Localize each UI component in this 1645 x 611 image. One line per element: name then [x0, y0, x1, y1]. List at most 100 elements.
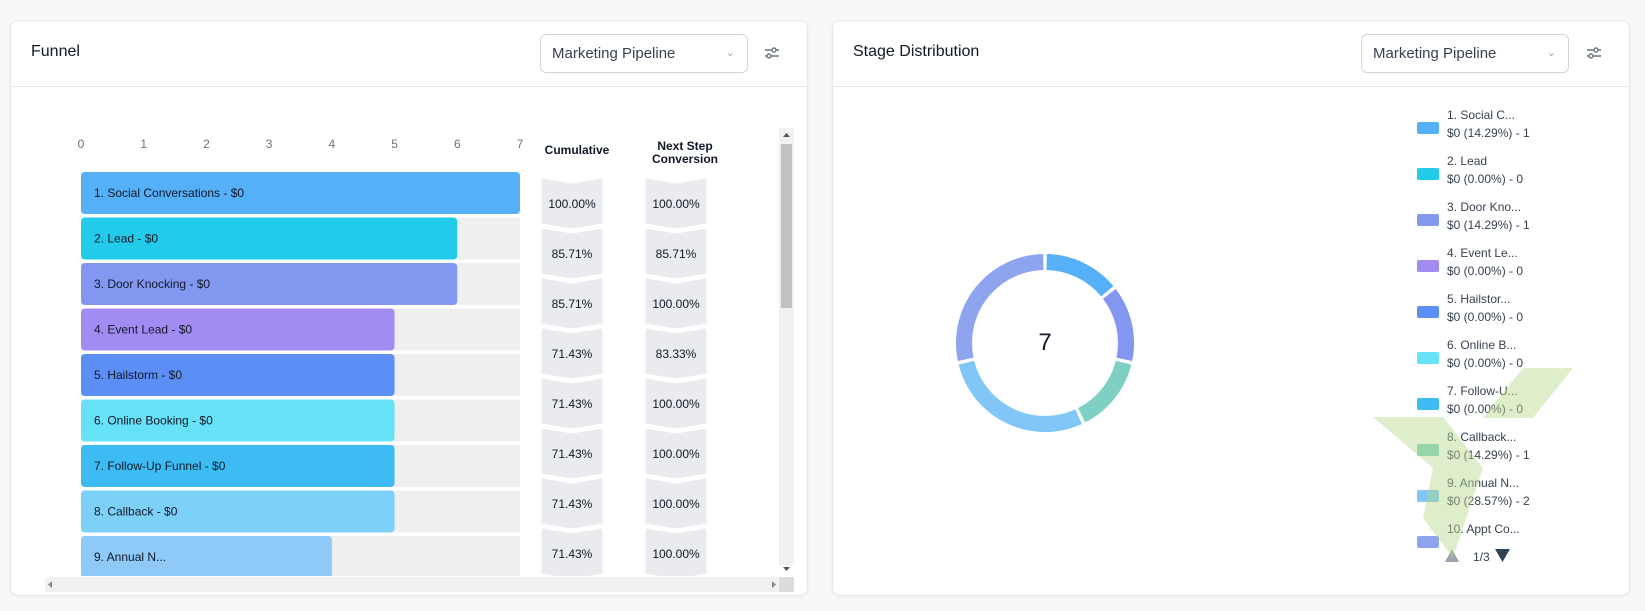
donut-center-total: 7 — [1038, 329, 1051, 356]
legend-next-page-icon[interactable] — [1495, 549, 1510, 562]
legend-prev-page-icon[interactable] — [1445, 549, 1459, 562]
legend-value: $0 (14.29%) - 1 — [1447, 126, 1530, 140]
legend-label[interactable]: 1. Social C... — [1447, 108, 1515, 122]
next-step-cell-shape — [644, 277, 708, 330]
legend-label[interactable]: 5. Hailstor... — [1447, 292, 1510, 306]
scroll-left-arrow-icon[interactable] — [48, 581, 52, 588]
x-tick-label: 5 — [391, 137, 398, 151]
x-tick-label: 0 — [78, 137, 85, 151]
scroll-down-arrow-icon[interactable] — [783, 567, 790, 571]
cumulative-cell: 71.43% — [552, 497, 593, 511]
x-tick-label: 6 — [454, 137, 461, 151]
chevron-down-icon: ⌄ — [1546, 47, 1556, 59]
legend-label[interactable]: 4. Event Le... — [1447, 246, 1518, 260]
funnel-bar-label: 6. Online Booking - $0 — [94, 414, 213, 428]
funnel-bar[interactable] — [81, 263, 458, 305]
donut-slice[interactable] — [956, 254, 1044, 361]
legend-value: $0 (0.00%) - 0 — [1447, 356, 1523, 370]
funnel-chart-area: 0 1 2 3 4 5 6 7 1. Social Conversations - $0 2. … — [35, 108, 795, 595]
funnel-bar-label: 2. Lead - $0 — [94, 232, 158, 246]
x-tick-label: 3 — [266, 137, 273, 151]
chevron-down-icon: ⌄ — [725, 47, 735, 59]
funnel-bar-label: 9. Annual N... — [94, 550, 166, 564]
sliders-icon[interactable] — [1584, 43, 1604, 63]
funnel-header: Funnel Marketing Pipeline ⌄ — [11, 21, 807, 87]
next-step-cell-shape — [644, 377, 708, 430]
donut-slice[interactable] — [1046, 254, 1114, 297]
legend-swatch — [1417, 168, 1439, 180]
next-step-cell: 100.00% — [652, 547, 700, 561]
cumulative-cell-shape — [540, 527, 604, 576]
next-step-cell: 83.33% — [656, 347, 697, 361]
sliders-icon[interactable] — [762, 43, 782, 63]
funnel-bar[interactable] — [81, 536, 332, 578]
legend-swatch — [1417, 444, 1439, 456]
next-step-cell-shape — [644, 227, 708, 280]
stage-pipeline-select[interactable]: Marketing Pipeline ⌄ — [1361, 34, 1569, 73]
funnel-bar[interactable] — [81, 490, 395, 533]
legend-label[interactable]: 8. Callback... — [1447, 430, 1516, 444]
cumulative-cell: 71.43% — [552, 447, 593, 461]
funnel-bar[interactable] — [81, 172, 520, 214]
stage-pipeline-select-value: Marketing Pipeline — [1373, 45, 1497, 62]
funnel-pipeline-select[interactable]: Marketing Pipeline ⌄ — [540, 34, 748, 73]
cumulative-cell-shape — [540, 427, 604, 480]
next-step-cell-shape — [644, 427, 708, 480]
legend-swatch — [1417, 352, 1439, 364]
legend-swatch — [1417, 260, 1439, 272]
funnel-bar[interactable] — [81, 399, 395, 442]
funnel-bar-label: 5. Hailstorm - $0 — [94, 368, 182, 382]
next-step-cell: 85.71% — [656, 247, 697, 261]
donut-slice[interactable] — [1078, 360, 1132, 423]
legend-swatch — [1417, 122, 1439, 134]
next-step-header-line1: Next Step — [657, 139, 712, 153]
x-tick-label: 2 — [203, 137, 210, 151]
next-step-cell: 100.00% — [652, 297, 700, 311]
cumulative-cell-shape — [540, 277, 604, 330]
stage-chart-area: 7 1. Social C... $0 (14.29%) - 1 2. Lead $0… — [833, 88, 1629, 595]
funnel-chart: 0 1 2 3 4 5 6 7 1. Social Conversations - $0 2. … — [45, 128, 794, 592]
funnel-bar-label: 8. Callback - $0 — [94, 505, 178, 519]
donut-slice[interactable] — [1103, 288, 1134, 361]
x-tick-label: 4 — [329, 137, 336, 151]
legend-page-indicator: 1/3 — [1473, 550, 1490, 564]
legend-label[interactable]: 9. Annual N... — [1447, 476, 1519, 490]
stage-header: Stage Distribution Marketing Pipeline ⌄ — [833, 21, 1629, 87]
next-step-cell: 100.00% — [652, 197, 700, 211]
next-step-cell: 100.00% — [652, 447, 700, 461]
horizontal-scrollbar-track[interactable] — [45, 577, 779, 592]
cumulative-cell: 85.71% — [552, 247, 593, 261]
funnel-bar[interactable] — [81, 308, 395, 351]
legend-label[interactable]: 6. Online B... — [1447, 338, 1516, 352]
next-step-cell-shape — [644, 327, 708, 380]
legend-label[interactable]: 10. Appt Co... — [1447, 522, 1520, 536]
cumulative-cell: 85.71% — [552, 297, 593, 311]
legend-value: $0 (14.29%) - 1 — [1447, 448, 1530, 462]
funnel-bar[interactable] — [81, 354, 395, 396]
legend-label[interactable]: 7. Follow-U... — [1447, 384, 1518, 398]
funnel-bar[interactable] — [81, 217, 458, 260]
next-step-cell-shape — [644, 527, 708, 576]
scroll-right-arrow-icon[interactable] — [772, 581, 776, 588]
cumulative-cell: 71.43% — [552, 397, 593, 411]
legend-label[interactable]: 2. Lead — [1447, 154, 1487, 168]
legend-swatch — [1417, 306, 1439, 318]
next-step-cell: 100.00% — [652, 397, 700, 411]
cumulative-cell-shape — [540, 177, 604, 230]
cumulative-header: Cumulative — [545, 143, 610, 157]
legend-swatch — [1417, 398, 1439, 410]
cumulative-cell-shape — [540, 327, 604, 380]
vertical-scrollbar-thumb[interactable] — [781, 144, 792, 308]
x-tick-label: 7 — [517, 137, 524, 151]
funnel-bar[interactable] — [81, 445, 395, 487]
cumulative-cell: 100.00% — [548, 197, 596, 211]
legend-label[interactable]: 3. Door Kno... — [1447, 200, 1521, 214]
stage-distribution-card: Stage Distribution Marketing Pipeline ⌄ … — [832, 20, 1630, 596]
cumulative-cell-shape — [540, 477, 604, 530]
donut-slice[interactable] — [958, 360, 1082, 432]
funnel-pipeline-select-value: Marketing Pipeline — [552, 45, 676, 62]
funnel-bar-label: 1. Social Conversations - $0 — [94, 186, 244, 200]
legend-value: $0 (0.00%) - 0 — [1447, 172, 1523, 186]
legend-value: $0 (0.00%) - 0 — [1447, 402, 1523, 416]
scroll-up-arrow-icon[interactable] — [783, 133, 790, 137]
